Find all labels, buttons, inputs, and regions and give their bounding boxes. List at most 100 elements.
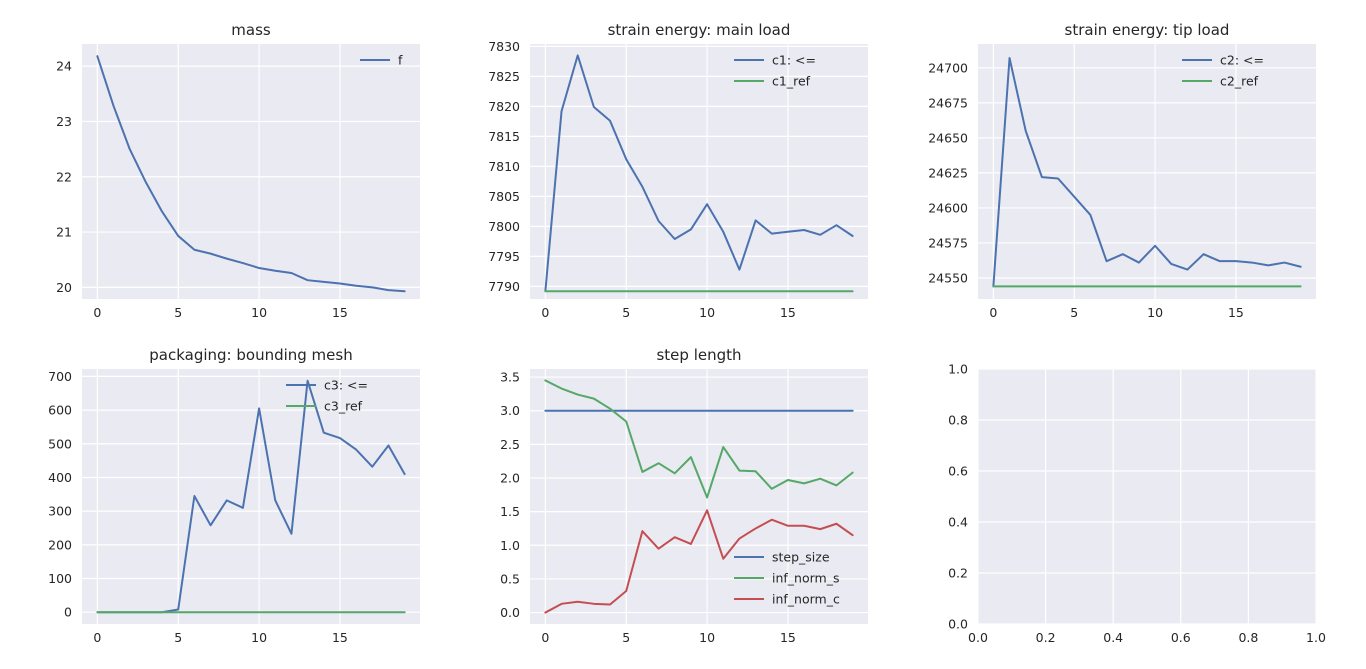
series-line-c1: [544, 54, 854, 293]
x-tick-label: 10: [251, 630, 267, 645]
x-tick-label: 0: [93, 305, 101, 320]
y-tick-label: 0: [64, 605, 72, 620]
x-tick-label: 5: [1070, 305, 1078, 320]
plot-area: [978, 44, 1316, 299]
x-tick-label: 15: [332, 630, 348, 645]
x-tick-label: 0.4: [1103, 630, 1123, 645]
legend-label: c2_ref: [1220, 74, 1259, 89]
plot-area: [82, 369, 420, 624]
y-tick-label: 0.0: [948, 617, 968, 632]
y-tick-label: 300: [48, 504, 72, 519]
x-tick-label: 0.8: [1238, 630, 1258, 645]
plot-area: [82, 44, 420, 299]
y-tick-label: 0.6: [948, 464, 968, 479]
legend-label: c2: <=: [1220, 53, 1264, 68]
y-tick-label: 3.0: [500, 403, 520, 418]
y-tick-label: 7800: [488, 219, 520, 234]
y-tick-label: 24625: [928, 165, 968, 180]
y-tick-label: 20: [56, 280, 72, 295]
x-tick-label: 0.6: [1171, 630, 1191, 645]
y-tick-label: 24650: [928, 130, 968, 145]
chart-title: mass: [231, 21, 271, 39]
y-tick-label: 24700: [928, 60, 968, 75]
plot-area: [978, 369, 1316, 624]
series-line-inf-norm-s: [544, 379, 854, 499]
x-tick-label: 0: [989, 305, 997, 320]
y-tick-label: 0.4: [948, 515, 968, 530]
x-tick-label: 15: [780, 305, 796, 320]
subplot-1: 0 5 10 15 20 21 22 23 24 mass f: [56, 21, 420, 320]
x-tick-label: 10: [699, 630, 715, 645]
y-tick-label: 700: [48, 369, 72, 384]
y-tick-label: 500: [48, 436, 72, 451]
y-tick-label: 2.5: [500, 437, 520, 452]
x-tick-label: 10: [251, 305, 267, 320]
y-tick-label: 24: [56, 59, 72, 74]
subplot-2: 0 5 10 15 7790 7795 7800 7805 7810 7815 7820 7825 78…: [488, 21, 868, 320]
x-tick-label: 15: [332, 305, 348, 320]
chart-title: packaging: bounding mesh: [149, 346, 352, 364]
series-line-c2: [992, 57, 1302, 288]
y-tick-label: 7790: [488, 279, 520, 294]
subplot-4: 0 5 10 15 0 100 200 300 400 500 600 700 packaging: b…: [48, 346, 420, 645]
y-tick-label: 3.5: [500, 370, 520, 385]
x-tick-label: 1.0: [1306, 630, 1326, 645]
subplot-3: 0 5 10 15 24550 24575 24600 24625 24650 24675 2470…: [928, 21, 1316, 320]
y-tick-label: 7810: [488, 159, 520, 174]
y-tick-label: 100: [48, 571, 72, 586]
x-tick-label: 0: [541, 630, 549, 645]
subplot-5: 0 5 10 15 0.0 0.5 1.0 1.5 2.0 2.5 3.0 3.5 step lengt…: [500, 346, 868, 645]
legend-label: step_size: [772, 550, 830, 565]
x-tick-label: 5: [174, 305, 182, 320]
x-tick-label: 15: [1228, 305, 1244, 320]
y-tick-label: 600: [48, 403, 72, 418]
y-tick-label: 23: [56, 114, 72, 129]
x-tick-label: 5: [622, 305, 630, 320]
plot-area: [530, 44, 868, 299]
y-tick-label: 7815: [488, 129, 520, 144]
y-tick-label: 0.5: [500, 571, 520, 586]
y-tick-label: 1.0: [500, 538, 520, 553]
chart-title: strain energy: tip load: [1065, 21, 1230, 39]
y-tick-label: 2.0: [500, 470, 520, 485]
subplot-6: 0.0 0.2 0.4 0.6 0.8 1.0 0.0 0.2 0.4 0.6 0.8 1.0: [948, 362, 1326, 646]
x-tick-label: 0.2: [1036, 630, 1056, 645]
y-tick-label: 24675: [928, 95, 968, 110]
y-tick-label: 7795: [488, 249, 520, 264]
x-tick-label: 0: [541, 305, 549, 320]
legend-label: c1_ref: [772, 74, 811, 89]
chart-title: step length: [656, 346, 741, 364]
x-tick-label: 0: [93, 630, 101, 645]
x-tick-label: 15: [780, 630, 796, 645]
y-tick-label: 7830: [488, 39, 520, 54]
x-tick-label: 10: [1147, 305, 1163, 320]
y-tick-label: 7825: [488, 69, 520, 84]
y-tick-label: 0.0: [500, 605, 520, 620]
legend-label: f: [398, 53, 403, 68]
y-tick-label: 0.2: [948, 566, 968, 581]
chart-title: strain energy: main load: [608, 21, 791, 39]
legend-label: inf_norm_s: [772, 571, 839, 586]
x-tick-label: 5: [622, 630, 630, 645]
y-tick-label: 0.8: [948, 413, 968, 428]
plot-area: [530, 369, 868, 624]
y-tick-label: 24600: [928, 200, 968, 215]
y-tick-label: 24575: [928, 235, 968, 250]
y-tick-label: 400: [48, 470, 72, 485]
y-tick-label: 1.0: [948, 362, 968, 377]
y-tick-label: 1.5: [500, 504, 520, 519]
x-tick-label: 0.0: [968, 630, 988, 645]
series-line-f: [96, 55, 406, 293]
y-tick-label: 200: [48, 537, 72, 552]
legend-label: c1: <=: [772, 53, 816, 68]
legend-label: c3_ref: [324, 399, 363, 414]
x-tick-label: 10: [699, 305, 715, 320]
legend-label: inf_norm_c: [772, 592, 840, 607]
y-tick-label: 7805: [488, 189, 520, 204]
series-line-inf-norm-c: [544, 509, 854, 614]
y-tick-label: 22: [56, 169, 72, 184]
x-tick-label: 5: [174, 630, 182, 645]
y-tick-label: 24550: [928, 270, 968, 285]
y-tick-label: 7820: [488, 99, 520, 114]
